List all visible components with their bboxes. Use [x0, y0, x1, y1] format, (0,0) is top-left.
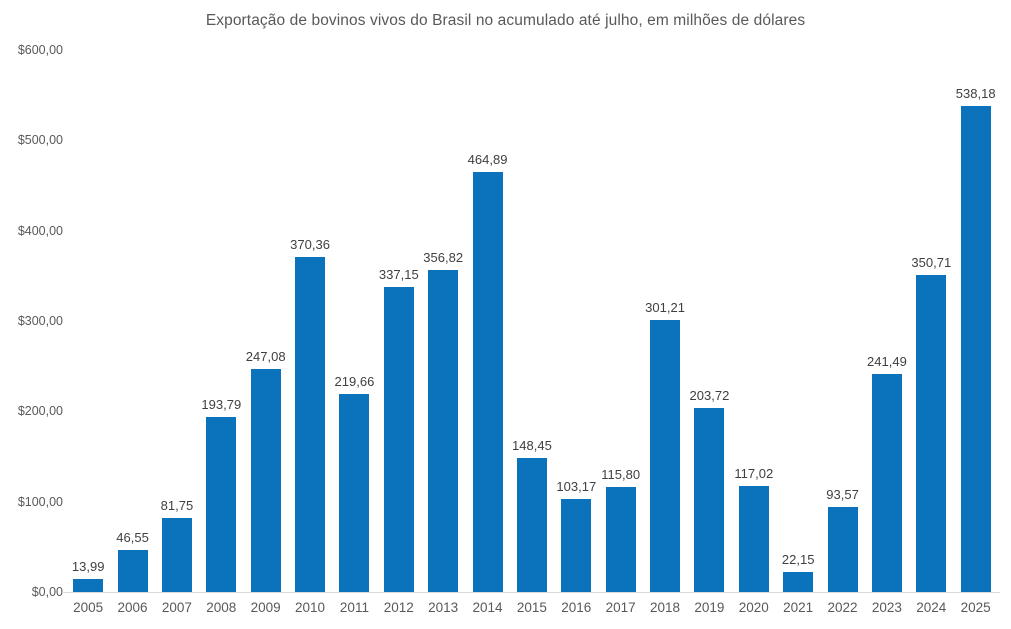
bar-column: 356,82 — [421, 50, 465, 592]
x-axis: 2005 2006 2007 2008 2009 2010 2011 2012 2013 2014… — [66, 600, 998, 615]
x-tick-label: 2016 — [561, 600, 592, 615]
x-tick-label: 2010 — [295, 600, 326, 615]
bar-value-label: 350,71 — [911, 255, 952, 271]
x-tick-label: 2005 — [73, 600, 104, 615]
x-tick-label: 2013 — [428, 600, 459, 615]
bar-value-label: 203,72 — [689, 387, 730, 403]
bar-column: 337,15 — [377, 50, 421, 592]
bar — [650, 319, 681, 592]
bar-value-label: 219,66 — [334, 373, 375, 389]
bar — [694, 407, 725, 592]
x-tick-label: 2007 — [161, 600, 192, 615]
bar-column: 203,72 — [687, 50, 731, 592]
bar-column: 22,15 — [776, 50, 820, 592]
y-tick-label: $300,00 — [17, 314, 63, 328]
bar-column: 193,79 — [199, 50, 243, 592]
x-tick-label: 2008 — [206, 600, 237, 615]
bar-value-label: 115,80 — [601, 467, 641, 483]
bar-value-label: 193,79 — [201, 396, 242, 412]
bar-value-label: 241,49 — [867, 353, 907, 369]
bar — [472, 172, 503, 592]
plot-area: 13,99 46,55 81,75 193,79 247,08 370,36 219,66 3… — [66, 50, 998, 592]
y-tick-label: $500,00 — [17, 133, 63, 148]
bar-value-label: 538,18 — [955, 85, 996, 101]
bar-value-label: 301,21 — [645, 299, 685, 315]
bar-column: 103,17 — [554, 50, 598, 592]
bar-value-label: 337,15 — [378, 267, 419, 283]
y-tick-label: $600,00 — [17, 43, 63, 57]
x-tick-label: 2021 — [783, 600, 814, 615]
bar-column: 148,45 — [510, 50, 554, 592]
y-tick-label: $400,00 — [17, 223, 63, 238]
bar-column: 247,08 — [244, 50, 288, 592]
x-tick-label: 2023 — [871, 600, 902, 615]
bar-value-label: 464,89 — [467, 152, 508, 168]
x-axis-line — [62, 592, 1000, 593]
bar-column: 241,49 — [865, 50, 909, 592]
bar-column: 370,36 — [288, 50, 332, 592]
bar-value-label: 81,75 — [160, 498, 194, 514]
chart-title: Exportação de bovinos vivos do Brasil no… — [205, 12, 806, 29]
bar — [250, 368, 281, 592]
bar-column: 350,71 — [909, 50, 953, 592]
x-tick-label: 2012 — [383, 600, 414, 615]
bar-value-label: 13,99 — [71, 559, 105, 575]
bar-column: 46,55 — [110, 50, 154, 592]
bar-column: 13,99 — [66, 50, 110, 592]
y-tick-label: $100,00 — [17, 494, 63, 509]
bar — [916, 275, 947, 592]
x-tick-label: 2024 — [916, 600, 947, 615]
x-tick-label: 2014 — [472, 600, 503, 615]
x-tick-label: 2018 — [650, 600, 681, 615]
bar — [516, 457, 547, 592]
bar — [827, 507, 858, 592]
bar-column: 81,75 — [155, 50, 199, 592]
x-tick-label: 2019 — [694, 600, 725, 615]
x-tick-label: 2009 — [250, 600, 281, 615]
bar — [383, 287, 414, 592]
bar — [871, 373, 902, 592]
bar — [428, 269, 459, 592]
bar-value-label: 103,17 — [556, 478, 597, 494]
bar-column: 464,89 — [465, 50, 509, 592]
x-tick-label: 2020 — [738, 600, 769, 615]
bar-value-label: 22,15 — [781, 552, 815, 567]
x-tick-label: 2011 — [339, 600, 369, 615]
y-tick-label: $200,00 — [17, 404, 63, 419]
bar — [117, 549, 148, 592]
bar-value-label: 356,82 — [423, 249, 464, 265]
bar-column: 301,21 — [643, 50, 687, 592]
bar — [605, 487, 636, 592]
bar — [295, 257, 326, 592]
bar — [73, 579, 104, 592]
bar — [206, 416, 237, 592]
bar-value-label: 148,45 — [512, 437, 552, 453]
bar-column: 115,80 — [599, 50, 643, 592]
y-tick-label: $0,00 — [31, 585, 63, 599]
bar-value-label: 93,57 — [826, 487, 859, 503]
bar-column: 538,18 — [954, 50, 998, 592]
bar — [161, 518, 192, 592]
bar — [339, 393, 370, 592]
bar — [783, 572, 814, 592]
bar-value-label: 46,55 — [116, 529, 149, 545]
bar — [738, 486, 769, 592]
bar-column: 93,57 — [820, 50, 864, 592]
bar-value-label: 117,02 — [734, 466, 774, 482]
bar-column: 117,02 — [732, 50, 776, 592]
bar-value-label: 247,08 — [245, 348, 286, 364]
bar-value-label: 370,36 — [290, 237, 330, 253]
bar — [561, 498, 592, 592]
x-tick-label: 2006 — [117, 600, 148, 615]
x-tick-label: 2017 — [605, 600, 636, 615]
x-tick-label: 2022 — [827, 600, 858, 615]
x-tick-label: 2015 — [516, 600, 547, 615]
x-tick-label: 2025 — [960, 600, 991, 615]
bar — [960, 105, 991, 592]
bar-column: 219,66 — [332, 50, 376, 592]
